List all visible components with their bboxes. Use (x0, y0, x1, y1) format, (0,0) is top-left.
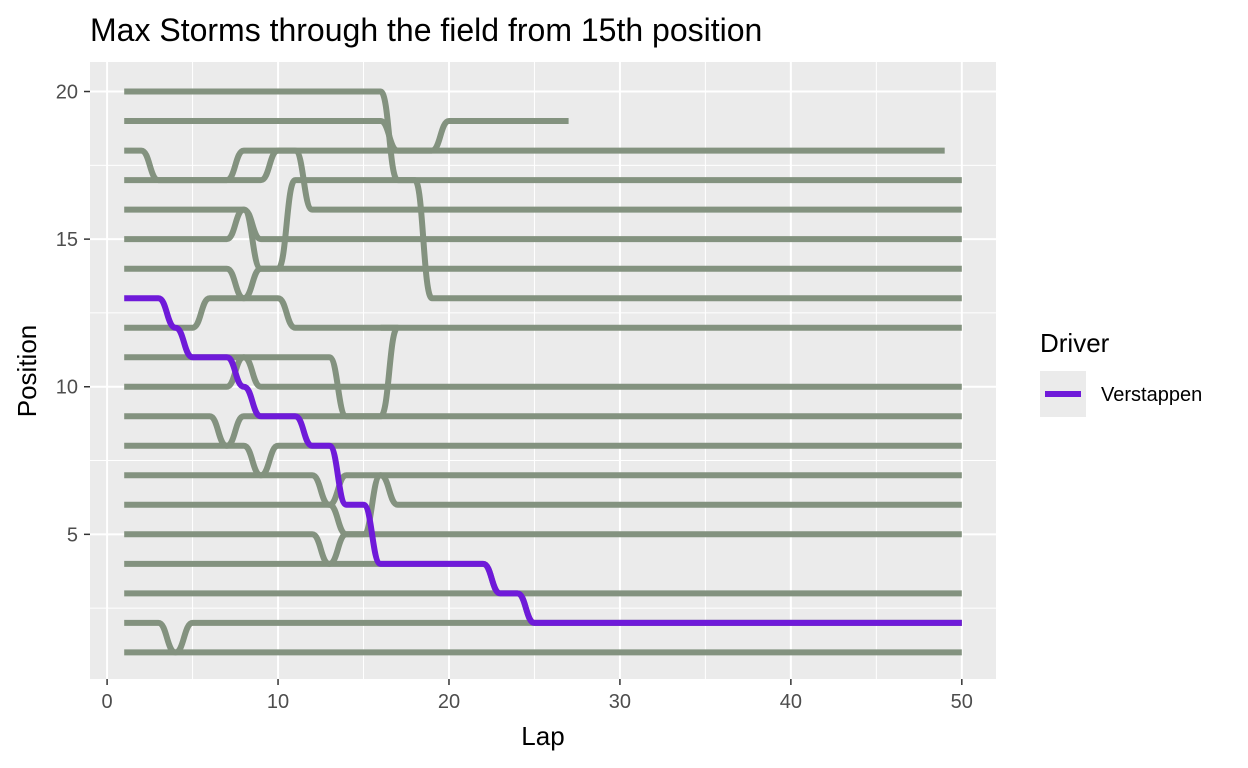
x-tick-label: 50 (951, 691, 973, 713)
x-tick-label: 20 (438, 691, 460, 713)
x-tick-label: 30 (609, 691, 631, 713)
x-tick-label: 40 (780, 691, 802, 713)
legend-title: Driver (1040, 328, 1110, 358)
series-line-other-5 (124, 531, 962, 567)
y-axis: 5 10 15 20 (56, 82, 90, 546)
series-line-other-9 (124, 413, 962, 449)
series-line-other-7 (124, 472, 962, 508)
x-tick-label: 10 (267, 691, 289, 713)
series-line-other-15 (124, 177, 962, 272)
series-line-verstappen (124, 295, 962, 626)
series-line-other-19 (124, 88, 962, 302)
x-axis-title: Lap (521, 721, 564, 751)
highlight-series (124, 295, 962, 626)
series-line-other-2 (124, 619, 962, 656)
y-tick-label: 10 (56, 377, 78, 399)
x-axis: 0 10 20 30 40 50 (102, 679, 973, 713)
series-line-other-17 (124, 147, 945, 184)
y-tick-label: 15 (56, 229, 78, 251)
y-tick-label: 20 (56, 82, 78, 104)
plot-panel (90, 62, 996, 679)
chart-title: Max Storms through the field from 15th p… (90, 12, 762, 48)
y-axis-title: Position (12, 325, 42, 418)
series-line-other-6 (124, 472, 962, 538)
series-line-other-11 (124, 324, 401, 420)
x-tick-label: 0 (102, 691, 113, 713)
legend-label-verstappen: Verstappen (1101, 384, 1202, 406)
legend: Driver Verstappen (1040, 328, 1202, 417)
series-line-other-13 (124, 265, 962, 302)
y-tick-label: 5 (67, 524, 78, 546)
series-line-other-8 (124, 442, 962, 479)
minor-gridlines (90, 62, 996, 679)
